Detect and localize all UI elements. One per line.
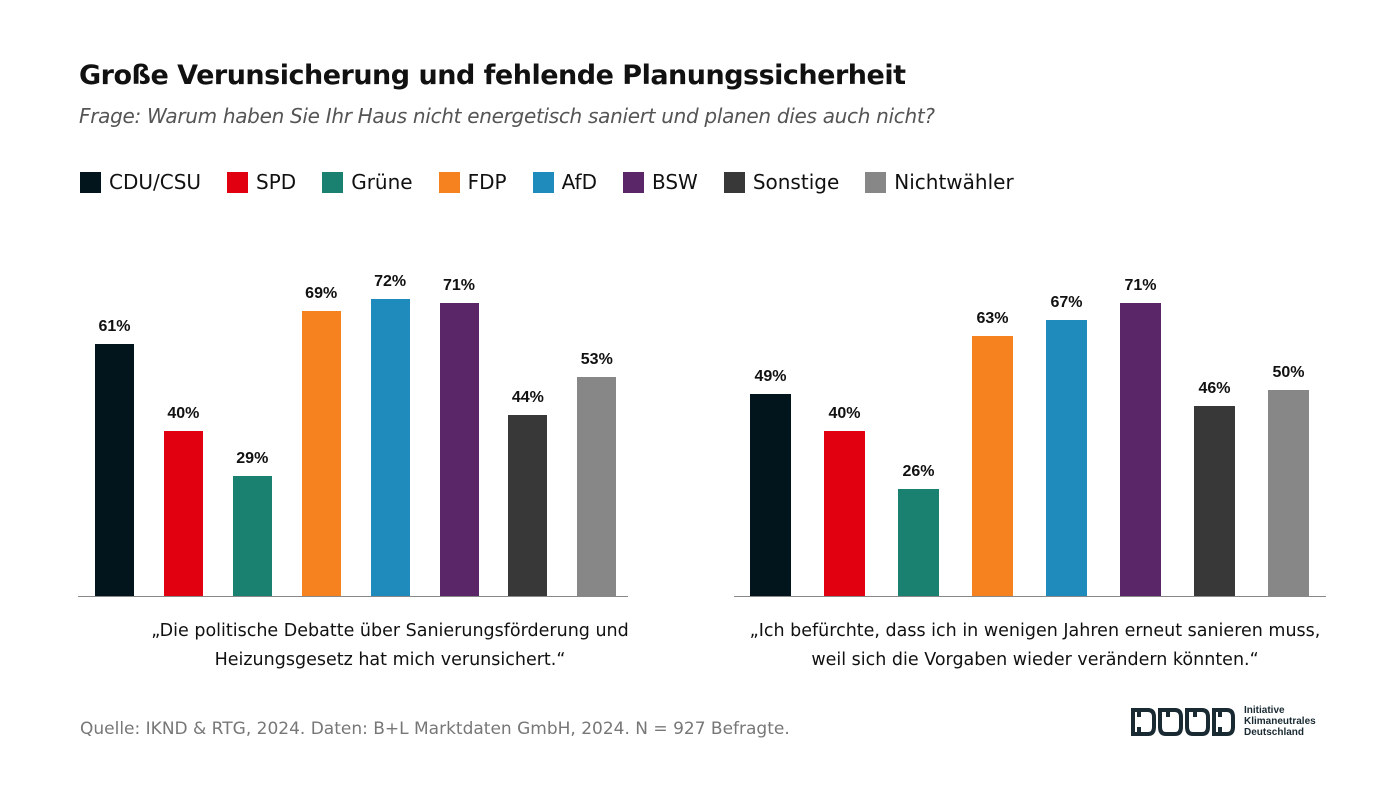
bar-spd	[824, 431, 865, 596]
chart-caption: „Ich befürchte, dass ich in wenigen Jahr…	[749, 621, 1321, 670]
logo-text-line: Initiative	[1244, 705, 1285, 716]
bar-afd	[370, 299, 410, 596]
bar-bsw	[439, 303, 479, 596]
bar-grüne	[898, 488, 939, 596]
legend-item: AfD	[532, 170, 597, 194]
data-label: 71%	[1124, 277, 1157, 295]
legend-item: Sonstige	[723, 170, 840, 194]
chart-subtitle: Frage: Warum haben Sie Ihr Haus nicht en…	[79, 104, 935, 128]
data-label: 46%	[1198, 380, 1231, 398]
legend-swatch	[438, 171, 460, 193]
data-label: 69%	[305, 285, 338, 303]
source-note: Quelle: IKND & RTG, 2024. Daten: B+L Mar…	[80, 719, 790, 739]
logo: Initiative Klimaneutrales Deutschland	[1130, 705, 1316, 738]
data-label: 72%	[374, 273, 407, 290]
bar-sonstige	[1194, 406, 1235, 596]
data-label: 63%	[976, 310, 1009, 328]
bar-cducsu	[95, 344, 134, 596]
data-label: 29%	[236, 450, 269, 468]
data-label: 40%	[167, 405, 200, 422]
x-axis-line	[734, 596, 1326, 597]
legend-label: Sonstige	[752, 170, 840, 194]
legend-label: SPD	[256, 170, 297, 194]
legend-label: AfD	[561, 170, 597, 194]
data-label: 53%	[580, 351, 613, 369]
bar-bsw	[1120, 303, 1161, 596]
bar-afd	[1046, 319, 1087, 596]
bar-nichtwähler	[577, 377, 617, 596]
legend-label: Nichtwähler	[894, 170, 1014, 194]
data-label: 44%	[511, 388, 544, 406]
logo-text-line: Klimaneutrales	[1244, 716, 1316, 727]
data-label: 71%	[442, 277, 476, 295]
x-axis-line	[78, 596, 628, 597]
legend: CDU/CSU SPD Grüne FDP AfD BSW Sonstige Nichtwäh…	[80, 170, 1040, 194]
chart-title: Große Verunsicherung und fehlende Planun…	[79, 60, 906, 91]
legend-swatch	[80, 171, 101, 193]
data-label: 67%	[1050, 293, 1083, 311]
logo-mark-icon	[1131, 707, 1235, 736]
data-label: 49%	[754, 367, 787, 385]
bar-cducsu	[750, 393, 791, 596]
legend-swatch	[723, 171, 745, 193]
bar-fdp	[301, 311, 341, 596]
data-label: 40%	[828, 405, 861, 422]
legend-swatch	[532, 171, 554, 193]
legend-item: Nichtwähler	[865, 170, 1014, 194]
legend-label: BSW	[651, 170, 698, 194]
legend-swatch	[322, 171, 344, 193]
bar-nichtwähler	[1268, 389, 1309, 596]
legend-item: BSW	[622, 170, 698, 194]
data-label: 50%	[1272, 363, 1305, 381]
legend-label: FDP	[467, 170, 507, 194]
bar-spd	[163, 431, 203, 596]
legend-swatch	[227, 171, 249, 193]
bar-grüne	[232, 476, 272, 596]
legend-item: FDP	[438, 170, 507, 194]
bar-sonstige	[508, 414, 548, 596]
legend-item: SPD	[227, 170, 296, 194]
logo-text-line: Deutschland	[1244, 727, 1305, 738]
data-label: 26%	[902, 462, 935, 480]
legend-swatch	[622, 171, 644, 193]
legend-item: CDU/CSU	[80, 170, 201, 194]
legend-swatch	[865, 171, 887, 193]
chart-caption: „Die politische Debatte über Sanierungsf…	[151, 621, 629, 670]
legend-label: Grüne	[351, 170, 413, 194]
bar-fdp	[972, 336, 1013, 596]
data-label: 61%	[98, 318, 131, 336]
legend-item: Grüne	[322, 170, 413, 194]
legend-label: CDU/CSU	[109, 170, 202, 194]
